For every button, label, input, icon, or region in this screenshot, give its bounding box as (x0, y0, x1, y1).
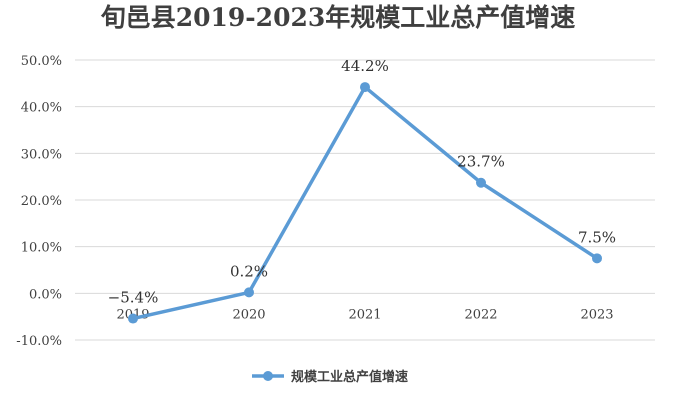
data-label: 0.2% (230, 262, 268, 280)
data-label: 7.5% (578, 228, 616, 246)
x-axis-tick-labels: 20192020202120222023 (116, 307, 613, 322)
series-line-group (128, 82, 602, 324)
y-tick-label: 40.0% (21, 101, 62, 116)
data-labels: −5.4% 0.2% 44.2% 23.7% 7.5% (108, 57, 616, 306)
x-tick-label: 2021 (348, 307, 381, 322)
y-tick-label: 30.0% (21, 147, 62, 162)
y-tick-label: 50.0% (21, 54, 62, 69)
data-point (476, 177, 486, 188)
data-label: 23.7% (457, 153, 505, 171)
y-tick-label: 0.0% (29, 287, 62, 302)
series-line (131, 85, 599, 321)
data-point (244, 287, 254, 298)
data-label: −5.4% (108, 289, 159, 307)
legend: 规模工业总产值增速 (252, 369, 408, 385)
data-label: 44.2% (341, 57, 389, 75)
y-tick-label: 20.0% (21, 194, 62, 209)
data-point (360, 82, 370, 93)
data-point (592, 253, 602, 264)
x-tick-label: 2020 (232, 307, 265, 322)
chart-title: 旬邑县2019-2023年规模工业总产值增速 (101, 3, 576, 32)
y-axis-tick-labels: 50.0% 40.0% 30.0% 20.0% 10.0% 0.0% -10.0% (16, 54, 62, 349)
legend-marker (263, 371, 273, 381)
grid-lines (75, 59, 655, 341)
x-tick-label: 2022 (464, 307, 497, 322)
data-point (128, 313, 138, 324)
y-tick-label: 10.0% (21, 241, 62, 256)
x-tick-label: 2023 (580, 307, 613, 322)
y-tick-label: -10.0% (16, 334, 62, 349)
legend-label: 规模工业总产值增速 (291, 369, 408, 385)
